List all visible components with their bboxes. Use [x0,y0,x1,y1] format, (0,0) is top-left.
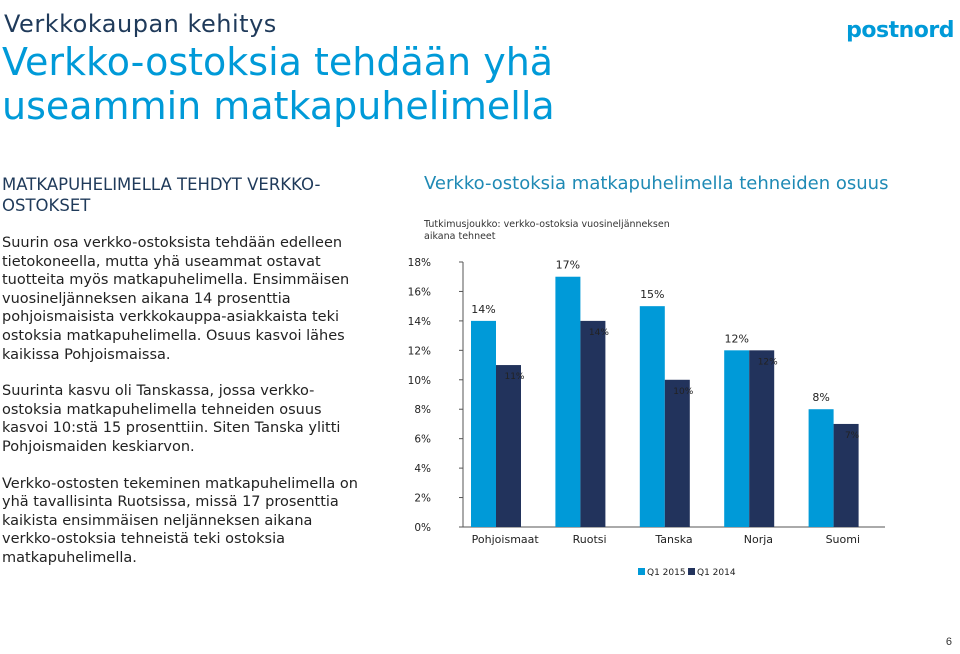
y-tick-label: 14% [408,316,431,328]
section-subtitle: Verkkokaupan kehitys [4,10,277,38]
paragraph-3: Verkko-ostosten tekeminen matkapuhelimel… [2,475,358,566]
bar [833,423,859,527]
chart-title: Verkko-ostoksia matkapuhelimella tehneid… [424,173,889,194]
data-label: 17% [556,259,580,272]
y-tick-label: 6% [414,434,431,446]
category-label: Suomi [826,533,860,546]
bar-chart: 0% 2% 4% 6% 8% 10% 12% 14% 16% 18% 14% 11% Pohjoisma… [408,257,885,578]
data-label: 7% [845,431,860,441]
y-tick-label: 16% [408,286,431,298]
legend-label: Q1 2015 [647,568,686,578]
y-tick-label: 10% [408,375,431,387]
y-tick-label: 12% [408,345,431,357]
data-label: 15% [640,288,664,301]
paragraph-2: Suurinta kasvu oli Tanskassa, jossa verk… [2,383,341,455]
chart-subtitle: Tutkimusjoukko: verkko-ostoksia vuosinel… [424,219,670,242]
category-label: Norja [744,533,773,546]
legend-swatch [688,568,695,575]
page-title: Verkko-ostoksia tehdään yhä useammin mat… [2,40,555,128]
data-label: 8% [812,391,829,404]
data-label: 11% [504,372,524,382]
postnord-logo: postnord [846,18,954,43]
bar [639,306,665,527]
y-tick-label: 8% [414,404,431,416]
paragraph-1: Suurin osa verkko-ostoksista tehdään ede… [2,235,350,363]
bar [580,320,606,527]
y-tick-label: 2% [414,493,431,505]
bar [471,320,496,527]
legend-label: Q1 2014 [697,568,736,578]
legend-swatch [638,568,645,575]
category-label: Pohjoismaat [472,533,540,546]
bar [664,379,690,527]
y-tick-label: 18% [408,257,431,269]
data-label: 10% [673,387,693,397]
data-label: 14% [589,328,609,338]
page-number: 6 [945,636,952,648]
data-label: 14% [471,303,495,316]
bar [724,350,750,527]
y-tick-label: 4% [414,463,431,475]
bar [749,350,775,527]
data-label: 12% [724,332,748,345]
left-heading: MATKAPUHELIMELLA TEHDYT VERKKO-OSTOKSET [2,175,321,215]
bar [808,409,834,527]
category-label: Tanska [654,533,692,546]
bar [496,365,521,527]
left-text-column: MATKAPUHELIMELLA TEHDYT VERKKO-OSTOKSET … [2,174,362,586]
bar [555,276,581,527]
category-label: Ruotsi [573,533,607,546]
data-label: 12% [758,357,778,367]
y-tick-label: 0% [414,522,431,534]
